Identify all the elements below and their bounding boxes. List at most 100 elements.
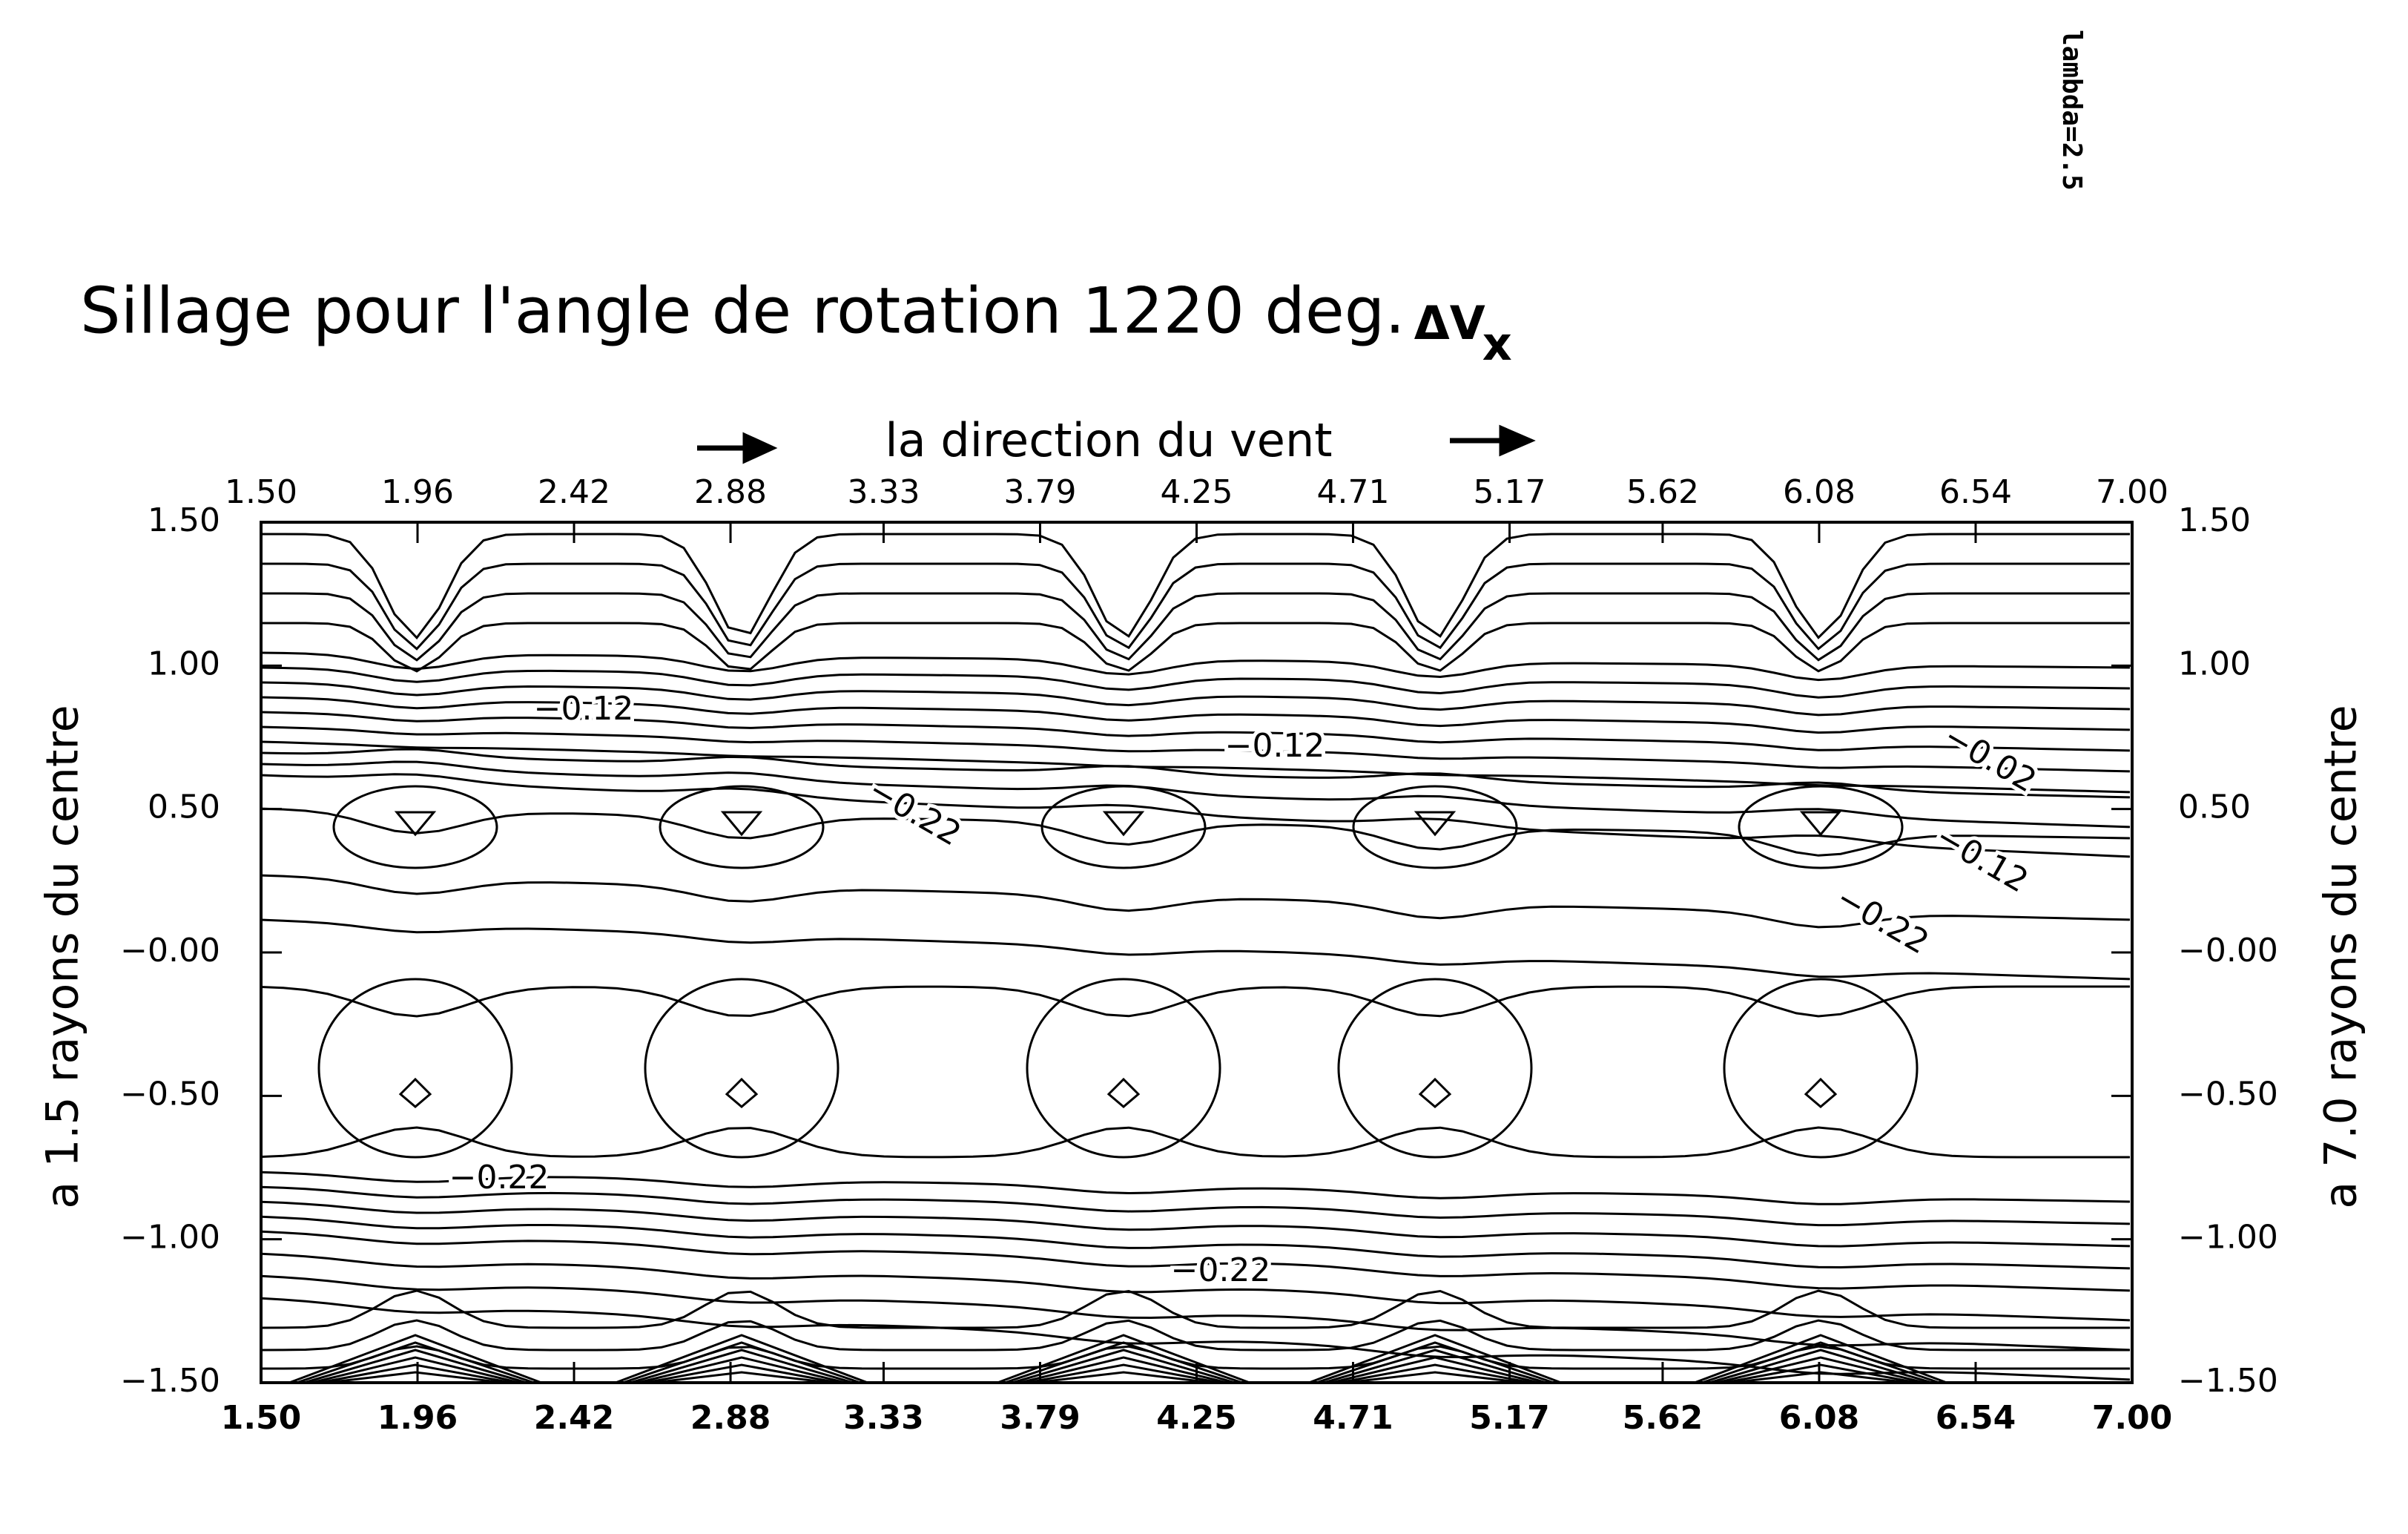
x-tick-label: 2.88 bbox=[690, 1399, 771, 1437]
x-tick-label: 5.17 bbox=[1469, 1399, 1550, 1437]
contour-line bbox=[260, 760, 2131, 829]
contour-line bbox=[637, 1356, 846, 1384]
y-tick-label: −0.50 bbox=[120, 1075, 220, 1113]
contour-line bbox=[260, 874, 2131, 929]
contour-loop bbox=[332, 785, 498, 869]
contour-loop bbox=[1040, 785, 1207, 869]
contour-line bbox=[652, 1371, 831, 1384]
contour-line bbox=[1330, 1356, 1540, 1384]
top-x-tick-label: 2.42 bbox=[538, 473, 610, 511]
contour-line bbox=[260, 1274, 2131, 1352]
contour-loop bbox=[317, 978, 513, 1159]
contour-line bbox=[303, 1349, 527, 1384]
contour-label: −0.22 bbox=[449, 1159, 550, 1196]
contour-line bbox=[1723, 1363, 1918, 1384]
contour-line bbox=[260, 1230, 2131, 1292]
contour-line bbox=[318, 1363, 512, 1384]
y-tick-label: −1.00 bbox=[120, 1219, 220, 1257]
contour-label: −0.22 bbox=[1830, 879, 1935, 962]
contour-line bbox=[260, 985, 2130, 1018]
contour-line bbox=[1026, 1363, 1221, 1384]
contour-line bbox=[260, 1215, 2131, 1270]
x-tick-label: 1.50 bbox=[221, 1399, 302, 1437]
x-tick-label: 4.71 bbox=[1313, 1399, 1393, 1437]
contour-line bbox=[260, 1252, 2131, 1322]
contour-line bbox=[1716, 1356, 1925, 1384]
y2-axis-label: a 7.0 rayons du centre bbox=[2315, 705, 2367, 1208]
top-x-tick-label: 3.33 bbox=[847, 473, 920, 511]
contour-line bbox=[326, 1371, 505, 1384]
contour-line bbox=[1004, 1341, 1243, 1384]
x-tick-label: 2.42 bbox=[534, 1399, 615, 1437]
y-tick-label: −0.00 bbox=[120, 932, 220, 970]
contour-loop bbox=[644, 978, 839, 1159]
contour-line bbox=[260, 696, 2131, 734]
contour-line bbox=[260, 651, 2131, 682]
contour-line bbox=[261, 562, 2130, 651]
contour-line bbox=[260, 1289, 2130, 1329]
contour-loop bbox=[659, 785, 825, 869]
contour-loop bbox=[1738, 785, 1904, 869]
top-x-tick-label: 2.88 bbox=[694, 473, 767, 511]
x-tick-label: 7.00 bbox=[2092, 1399, 2173, 1437]
contour-line bbox=[644, 1363, 839, 1384]
contour-line bbox=[260, 1185, 2131, 1227]
contour-line bbox=[1694, 1334, 1947, 1384]
contour-line bbox=[1338, 1363, 1532, 1384]
contour-line bbox=[260, 666, 2131, 699]
contour-line bbox=[260, 711, 2131, 752]
y-tick-label: 1.00 bbox=[148, 645, 220, 682]
contour-line bbox=[261, 622, 2130, 673]
top-x-tick-label: 7.00 bbox=[2096, 473, 2168, 511]
contour-loop bbox=[1723, 978, 1919, 1159]
contour-line bbox=[260, 681, 2131, 717]
y2-tick-label: −0.00 bbox=[2178, 932, 2278, 970]
contour-line bbox=[1731, 1371, 1910, 1384]
contour-label: −0.12 bbox=[1929, 817, 2034, 901]
contour-line bbox=[1345, 1371, 1525, 1384]
contour-line bbox=[1701, 1341, 1940, 1384]
contour-line bbox=[260, 773, 2131, 858]
contour-line bbox=[261, 592, 2130, 662]
note: lambda=2.5 bbox=[2056, 30, 2087, 191]
x-tick-label: 4.25 bbox=[1156, 1399, 1237, 1437]
contour-loop bbox=[1106, 1077, 1141, 1108]
contour-label: −0.22 bbox=[862, 771, 967, 854]
x-tick-label: 1.96 bbox=[377, 1399, 458, 1437]
contour-loop bbox=[1337, 978, 1533, 1159]
x-tick-label: 3.33 bbox=[843, 1399, 924, 1437]
contour-lines bbox=[260, 533, 2131, 1384]
contour-line bbox=[1316, 1341, 1554, 1384]
contour-label: −0.22 bbox=[1171, 1251, 1271, 1289]
contour-line bbox=[615, 1334, 868, 1384]
contour-line bbox=[260, 1126, 2130, 1159]
contour-line bbox=[260, 918, 2131, 981]
contour-line bbox=[260, 725, 2131, 773]
y-tick-label: 1.50 bbox=[148, 501, 220, 539]
y-tick-label: 0.50 bbox=[148, 789, 220, 826]
contour-loop bbox=[394, 811, 437, 837]
contour-line bbox=[260, 1319, 2130, 1352]
contour-line bbox=[1019, 1356, 1228, 1384]
top-x-label: la direction du vent bbox=[885, 413, 1332, 467]
y-tick-label: −1.50 bbox=[120, 1362, 220, 1400]
x-tick-label: 6.54 bbox=[1936, 1399, 2016, 1437]
x-tick-label: 5.62 bbox=[1623, 1399, 1703, 1437]
x-tick-label: 3.79 bbox=[1000, 1399, 1081, 1437]
top-x-tick-label: 6.08 bbox=[1783, 473, 1856, 511]
top-x-tick-label: 4.71 bbox=[1317, 473, 1390, 511]
contour-loop bbox=[398, 1077, 432, 1108]
contour-loop bbox=[1414, 811, 1457, 837]
contour-loop bbox=[1352, 785, 1518, 869]
contour-line bbox=[1709, 1349, 1933, 1384]
contour-loop bbox=[1418, 1077, 1452, 1108]
contour-line bbox=[260, 748, 2131, 799]
contour-line bbox=[1308, 1334, 1562, 1384]
top-x-tick-label: 1.96 bbox=[381, 473, 454, 511]
x-tick-label: 6.08 bbox=[1779, 1399, 1860, 1437]
contour-line bbox=[260, 1171, 2131, 1205]
quantity: ΔV bbox=[1414, 296, 1485, 350]
top-x-tick-label: 4.25 bbox=[1161, 473, 1233, 511]
contour-line bbox=[630, 1349, 854, 1384]
